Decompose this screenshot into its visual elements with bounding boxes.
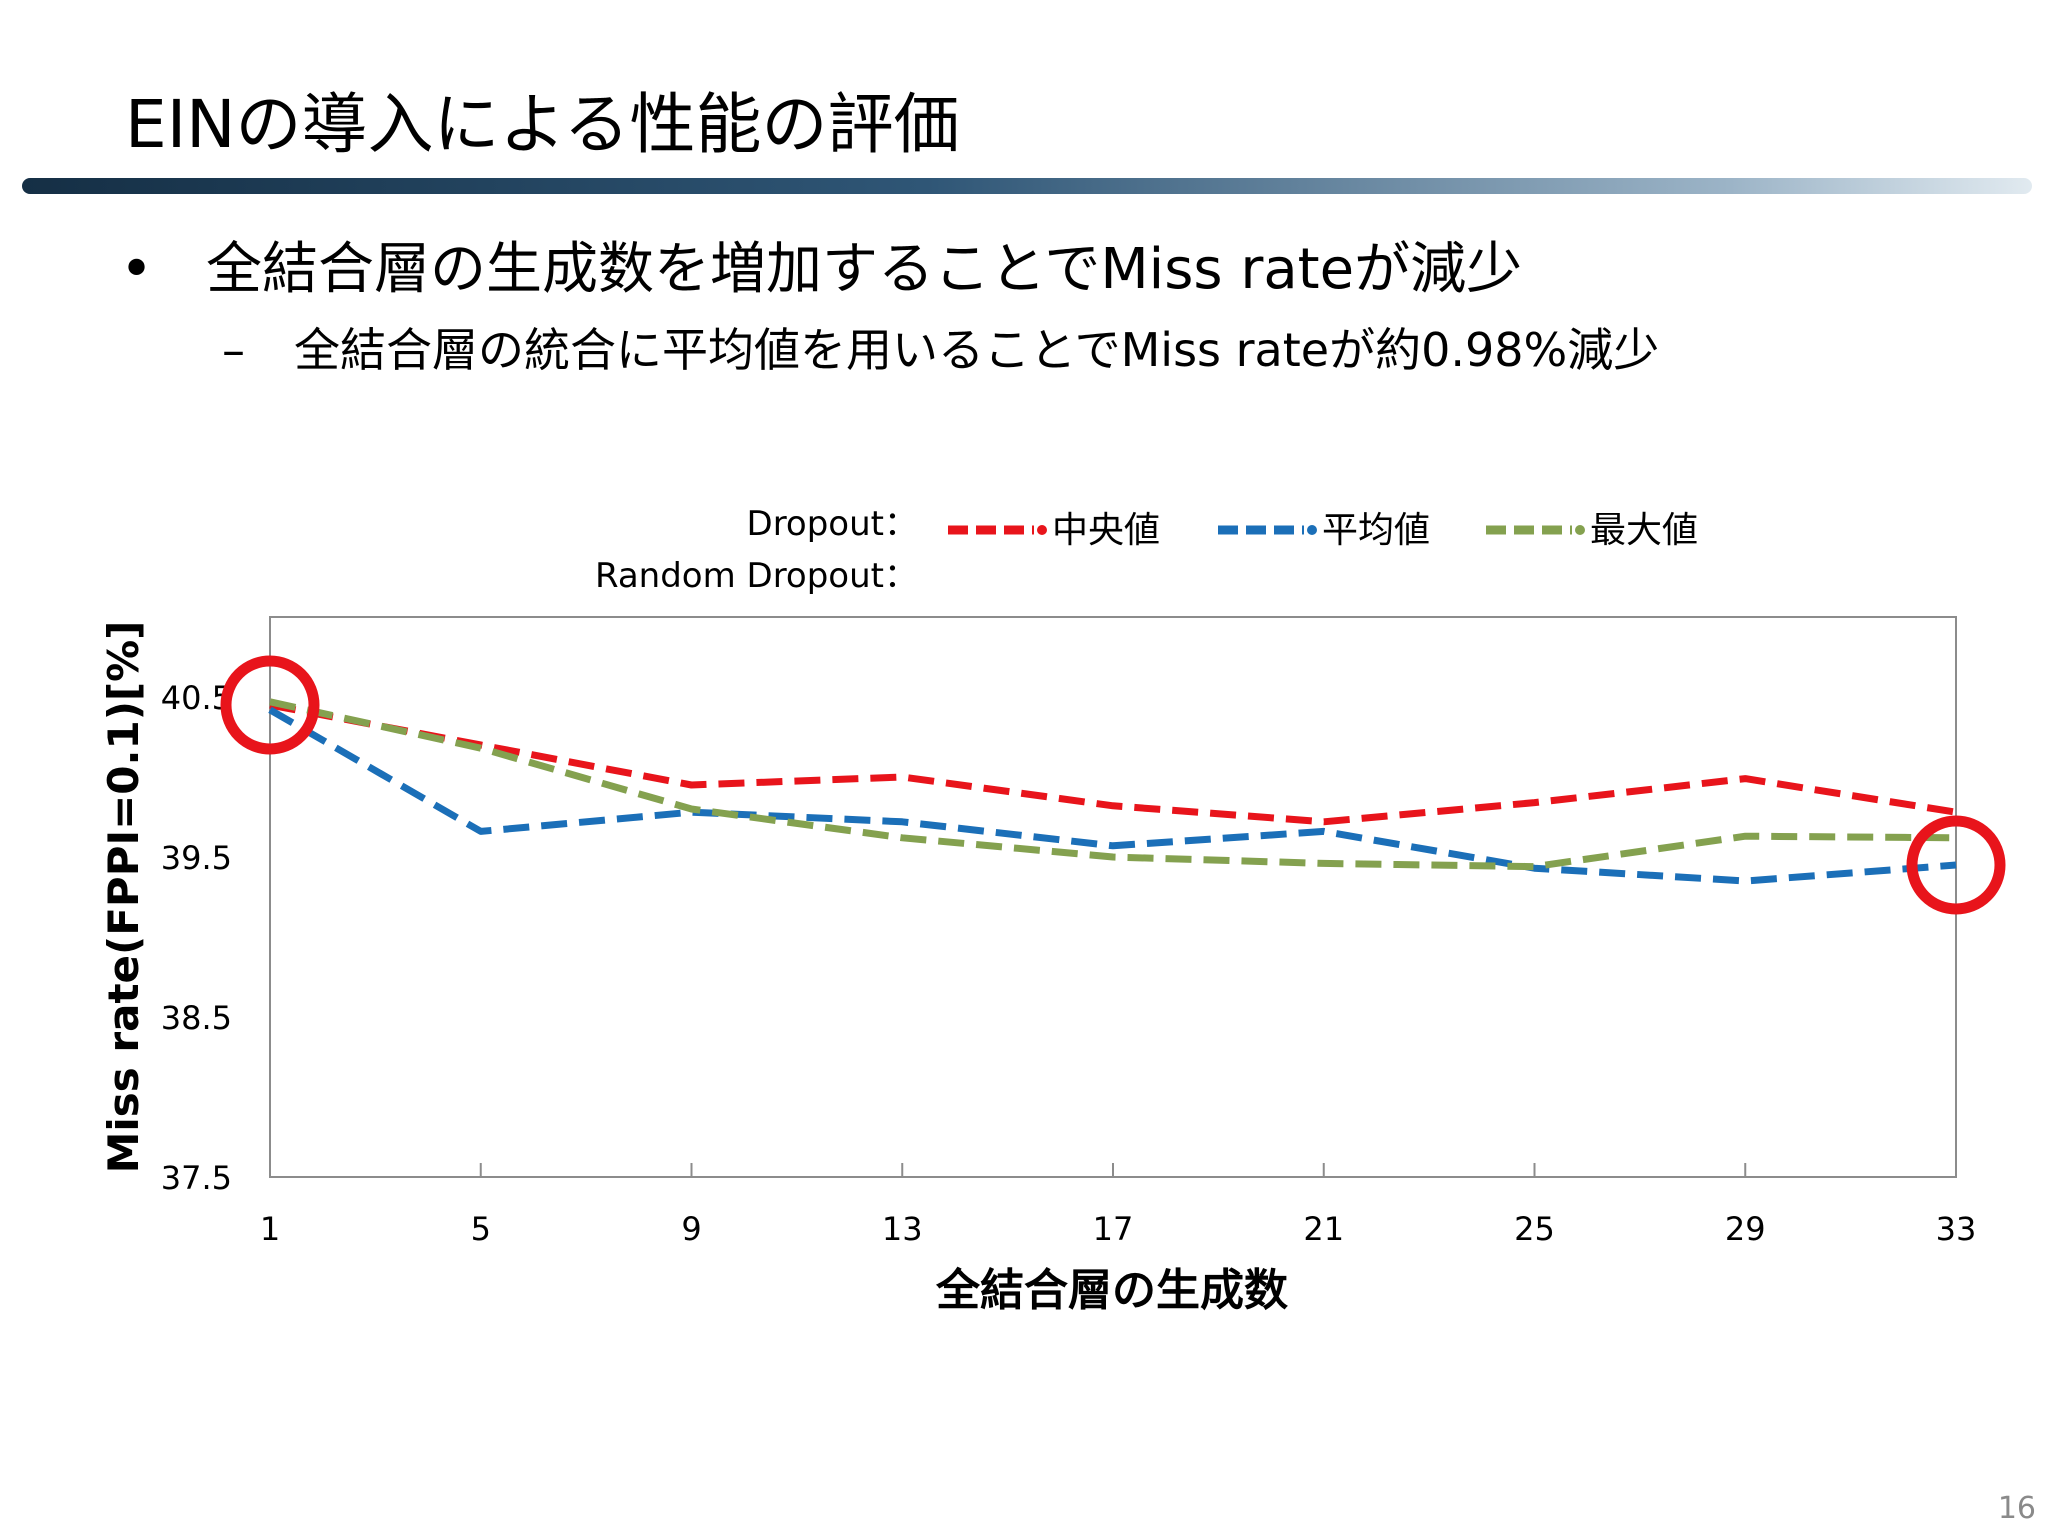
bullet-sub: – 全結合層の統合に平均値を用いることでMiss rateが約0.98%減少 [222,318,1659,382]
legend-label: 中央値 [1052,510,1160,551]
x-axis-title: 全結合層の生成数 [935,1265,1288,1316]
x-tick-label: 21 [1303,1210,1344,1248]
bullet-main-text: 全結合層の生成数を増加することでMiss rateが減少 [206,237,1523,302]
y-tick-label: 40.5 [161,679,232,717]
y-axis: 37.5 38.5 39.5 40.5 [161,679,232,1197]
legend-swatch-dot [1037,525,1047,535]
slide-title: EINの導入による性能の評価 [125,86,960,163]
legend-random-dropout-label: Random Dropout： [595,556,918,596]
x-tick-label: 17 [1093,1210,1134,1248]
series-line [269,698,1957,871]
page-number: 16 [1997,1491,2036,1526]
y-axis-title: Miss rate(FPPI=0.1)[%] [99,621,148,1174]
x-tick-label: 29 [1725,1210,1766,1248]
x-tick-label: 1 [260,1210,280,1248]
legend-swatch-dot [1307,525,1317,535]
y-tick-label: 39.5 [161,839,232,877]
x-tick-label: 5 [471,1210,491,1248]
series-line [268,706,1957,885]
legend-label: 平均値 [1322,510,1430,551]
sub-bullet-marker: – [222,323,245,377]
plot-area [269,616,1957,1178]
legend-swatch-dot [1575,525,1585,535]
title-underline [22,178,2032,194]
x-tick-label: 25 [1514,1210,1555,1248]
bullet-sub-text: 全結合層の統合に平均値を用いることでMiss rateが約0.98%減少 [294,323,1660,377]
legend-label: 最大値 [1590,510,1698,551]
y-tick-label: 37.5 [161,1159,232,1197]
series-group [268,698,1957,885]
legend: 中央値 平均値 最大値 [948,510,1698,551]
x-tick-label: 9 [681,1210,701,1248]
legend-dropout-label: Dropout： [747,504,918,544]
x-tick-label: 13 [882,1210,923,1248]
x-tick-label: 33 [1936,1210,1977,1248]
x-axis: 1 5 9 13 17 21 25 29 33 [260,1210,1977,1248]
highlight-circle [1906,815,2006,915]
y-tick-label: 38.5 [161,999,232,1037]
series-line [269,701,1957,826]
highlight-circle [220,655,320,755]
highlight-group [220,655,2006,915]
bullet-marker: • [120,237,154,302]
bullet-main: • 全結合層の生成数を増加することでMiss rateが減少 [120,232,1522,308]
axis-ticks [479,1163,1747,1177]
